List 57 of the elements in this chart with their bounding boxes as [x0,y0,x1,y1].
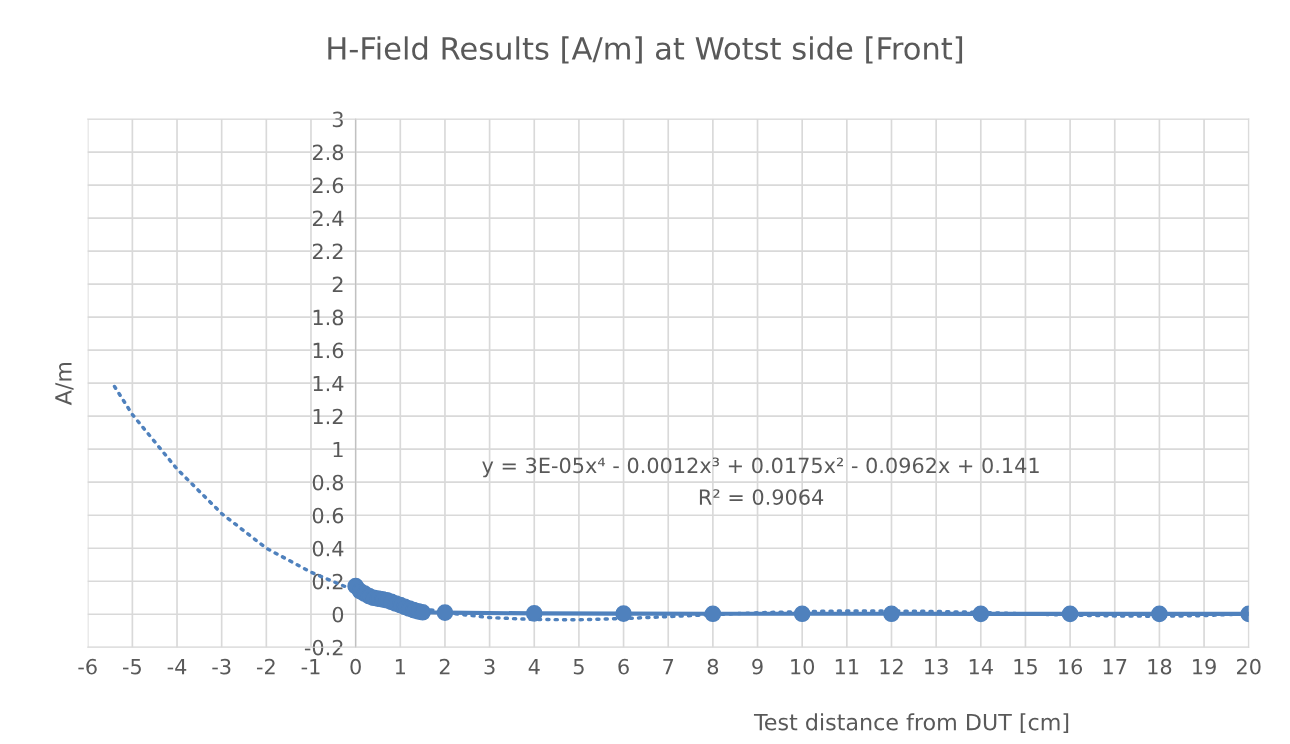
x-tick-label: 15 [1014,659,1037,675]
point [704,605,722,623]
x-tick-label: 6 [618,658,629,675]
y-tick-label: 0 [332,606,344,623]
y-tick-label: 1.4 [313,375,344,392]
point [525,605,543,622]
chart-title: H-Field Results [A/m] at Wotst side [Front] [328,36,963,64]
point [883,605,900,623]
x-tick-label: -5 [123,659,141,675]
x-tick-label: 5 [573,659,584,675]
x-tick-label: 10 [791,658,815,675]
point [1151,605,1168,623]
y-tick-label: 2.2 [312,243,343,260]
annotation: y = 3E-05x⁴ - 0.0012x³ + 0.0175x² - 0.0962x + 0.141 [482,457,1039,478]
x-tick-label: -6 [78,658,97,675]
point [972,605,990,623]
x-tick-label: 11 [835,659,859,675]
x-tick-label: 16 [1059,658,1083,675]
x-tick-label: 1 [395,659,405,675]
y-tick-label: -0.2 [304,639,343,656]
y-tick-label: 2.8 [312,144,344,161]
x-tick-label: 2 [439,658,450,675]
point [436,604,454,621]
x-tick-label: 9 [752,658,763,675]
x-tick-label: 18 [1148,658,1172,675]
y-tick-label: 1.8 [313,309,344,326]
x-tick-label: -3 [212,658,231,675]
x-tick-label: 20 [1236,658,1261,675]
x-tick-label: 8 [707,658,719,675]
annotation: R² = 0.9064 [699,489,824,505]
x-tick-label: 3 [484,658,495,675]
y-tick-label: 1 [333,441,343,458]
x-tick-label: 19 [1193,658,1216,675]
x-tick-label: -1 [301,659,320,675]
y-tick-label: 1.6 [313,342,344,359]
y-tick-label: 3 [332,111,343,128]
x-tick-label: -4 [167,659,187,675]
x-tick-label: -2 [256,658,275,675]
y-tick-label: 2 [332,276,343,293]
y-axis-title: A/m [55,362,74,406]
x-tick-label: 14 [969,659,993,675]
y-tick-label: 1.2 [313,408,343,425]
x-axis-title: Test distance from DUT [cm] [753,713,1069,734]
x-tick-label: 17 [1103,659,1127,675]
x-tick-label: 0 [350,658,361,675]
point [1061,605,1079,623]
point [615,605,632,622]
y-tick-label: 0.6 [312,507,344,524]
x-tick-label: 4 [528,659,540,675]
x-tick-label: 7 [663,659,674,675]
y-tick-label: 0.8 [312,474,344,491]
y-tick-label: 0.4 [312,540,344,557]
point [793,605,811,623]
x-tick-label: 12 [880,658,903,675]
y-tick-label: 2.6 [312,177,344,194]
x-tick-label: 13 [925,658,948,675]
y-tick-label: 2.4 [312,210,344,226]
